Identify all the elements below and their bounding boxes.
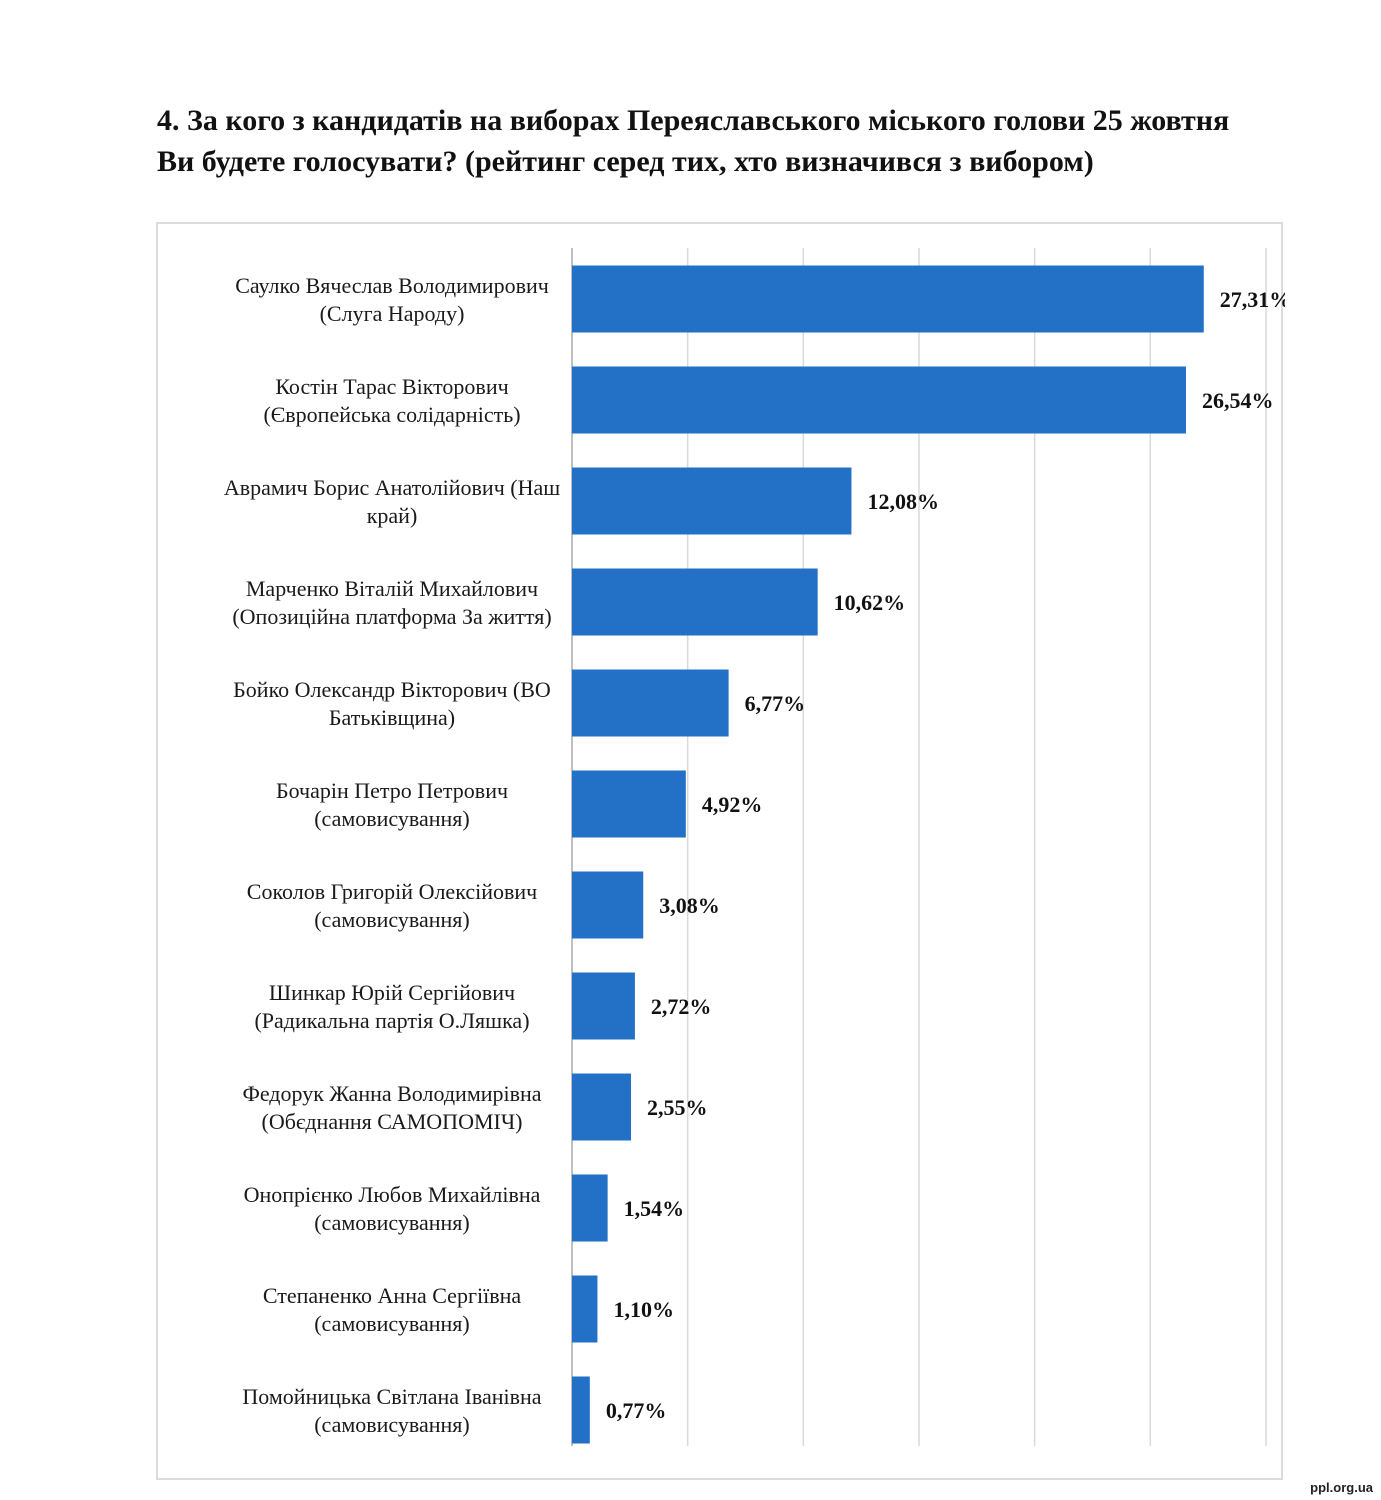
chart-title: 4. За кого з кандидатів на виборах Перея…: [157, 104, 1230, 178]
bar: [572, 972, 635, 1040]
category-label: Марченко Віталій Михайлович (Опозиційна п…: [232, 576, 551, 629]
data-label: 4,92%: [702, 792, 763, 817]
data-label: 27,31%: [1220, 287, 1285, 312]
chart-area: 27,31% Саулко Вячеслав Володимирович (Слуг…: [156, 222, 1285, 1480]
category-label: Степаненко Анна Сергіївна (самовисування): [263, 1283, 521, 1336]
category-label: Саулко Вячеслав Володимирович (Слуга Наро…: [235, 273, 549, 326]
category-label: Шинкар Юрій Сергійович (Радикальна партія…: [254, 980, 529, 1033]
bar: [572, 1174, 608, 1242]
watermark: ppl.org.ua: [1310, 1480, 1373, 1495]
bar: [572, 366, 1186, 434]
bar: [572, 568, 818, 636]
category-label: Бойко Олександр Вікторович (ВО Батьківщин…: [233, 677, 551, 730]
data-label: 1,10%: [613, 1297, 674, 1322]
data-label: 1,54%: [624, 1196, 685, 1221]
bar: [572, 669, 729, 737]
category-label: Костін Тарас Вікторович (Європейська солі…: [263, 374, 520, 427]
category-label: Онопрієнко Любов Михайлівна (самовисуванн…: [244, 1182, 541, 1235]
data-label: 10,62%: [834, 590, 906, 615]
bar: [572, 1073, 631, 1141]
category-label: Помойницька Світлана Іванівна (самовисува…: [242, 1384, 541, 1437]
bar: [572, 770, 686, 838]
bar: [572, 871, 644, 939]
bar-chart: 27,31% Саулко Вячеслав Володимирович (Слуг…: [224, 248, 1285, 1446]
bar: [572, 467, 852, 535]
bar: [572, 1376, 590, 1444]
category-label: Бочарін Петро Петрович (самовисування): [276, 778, 508, 831]
bar: [572, 1275, 598, 1343]
data-label: 0,77%: [606, 1398, 667, 1423]
data-label: 2,72%: [651, 994, 712, 1019]
category-label: Соколов Григорій Олексійович (самовисуван…: [247, 879, 537, 932]
category-label: Федорук Жанна Володимирівна (Обєднання СА…: [242, 1081, 541, 1134]
data-label: 6,77%: [745, 691, 806, 716]
category-label: Аврамич Борис Анатолійович (Наш край): [224, 475, 560, 528]
data-label: 2,55%: [647, 1095, 708, 1120]
data-label: 26,54%: [1202, 388, 1274, 413]
bar: [572, 265, 1204, 333]
data-label: 12,08%: [867, 489, 939, 514]
data-label: 3,08%: [659, 893, 720, 918]
